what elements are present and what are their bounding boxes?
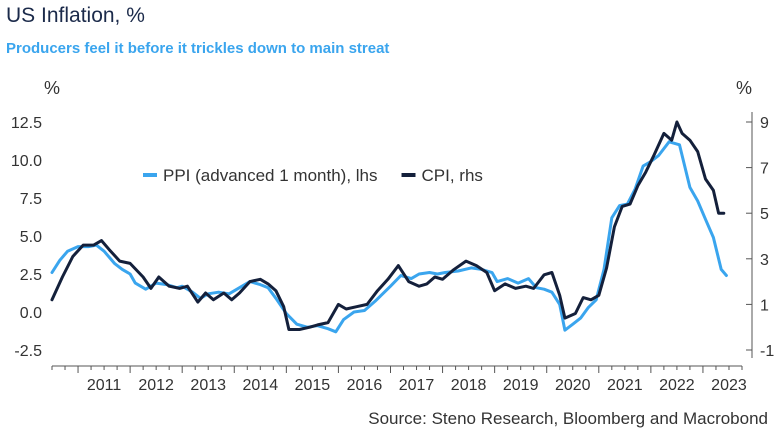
y-right-tick-label: 9 <box>760 115 769 132</box>
x-tick-label: 2013 <box>190 377 226 394</box>
x-tick-label: 2015 <box>295 377 331 394</box>
y-right-tick-label: -1 <box>760 343 774 360</box>
source-note: Source: Steno Research, Bloomberg and Ma… <box>368 409 768 428</box>
legend: PPI (advanced 1 month), lhs CPI, rhs <box>143 166 483 185</box>
y-left-tick-label: 10.0 <box>11 153 42 170</box>
right-axis-unit: % <box>736 78 753 98</box>
x-tick-label: 2019 <box>503 377 539 394</box>
x-tick-label: 2022 <box>659 377 695 394</box>
y-left-tick-label: -2.5 <box>14 343 42 360</box>
y-right-tick-label: 5 <box>760 206 769 223</box>
chart-title: US Inflation, % <box>6 4 145 27</box>
y-left-tick-label: 2.5 <box>20 267 42 284</box>
x-tick-label: 2018 <box>451 377 487 394</box>
chart-subtitle: Producers feel it before it trickles dow… <box>6 40 390 57</box>
y-right-tick-label: 1 <box>760 297 769 314</box>
x-tick-label: 2014 <box>243 377 279 394</box>
y-left-tick-label: 7.5 <box>20 191 42 208</box>
left-axis-unit: % <box>44 78 61 98</box>
axes-group: 12.5 10.0 7.5 5.0 2.5 0.0 -2.5 9 7 5 3 1 -1 2011 2012 2… <box>11 112 774 394</box>
legend-label-cpi: CPI, rhs <box>422 166 483 185</box>
y-left-tick-label: 0.0 <box>20 305 42 322</box>
x-tick-label: 2016 <box>347 377 383 394</box>
y-right-tick-label: 7 <box>760 161 769 178</box>
y-left-tick-label: 5.0 <box>20 229 42 246</box>
series-line-cpi <box>50 120 726 331</box>
x-tick-label: 2021 <box>607 377 643 394</box>
y-left-tick-label: 12.5 <box>11 115 42 132</box>
x-tick-label: 2020 <box>555 377 591 394</box>
x-tick-label: 2011 <box>87 377 122 394</box>
series-group <box>50 120 728 334</box>
x-tick-label: 2012 <box>138 377 174 394</box>
series-line-ppi <box>50 140 728 334</box>
x-tick-label: 2023 <box>711 377 747 394</box>
x-tick-label: 2017 <box>399 377 435 394</box>
y-right-tick-label: 3 <box>760 252 769 269</box>
legend-label-ppi: PPI (advanced 1 month), lhs <box>163 166 378 185</box>
